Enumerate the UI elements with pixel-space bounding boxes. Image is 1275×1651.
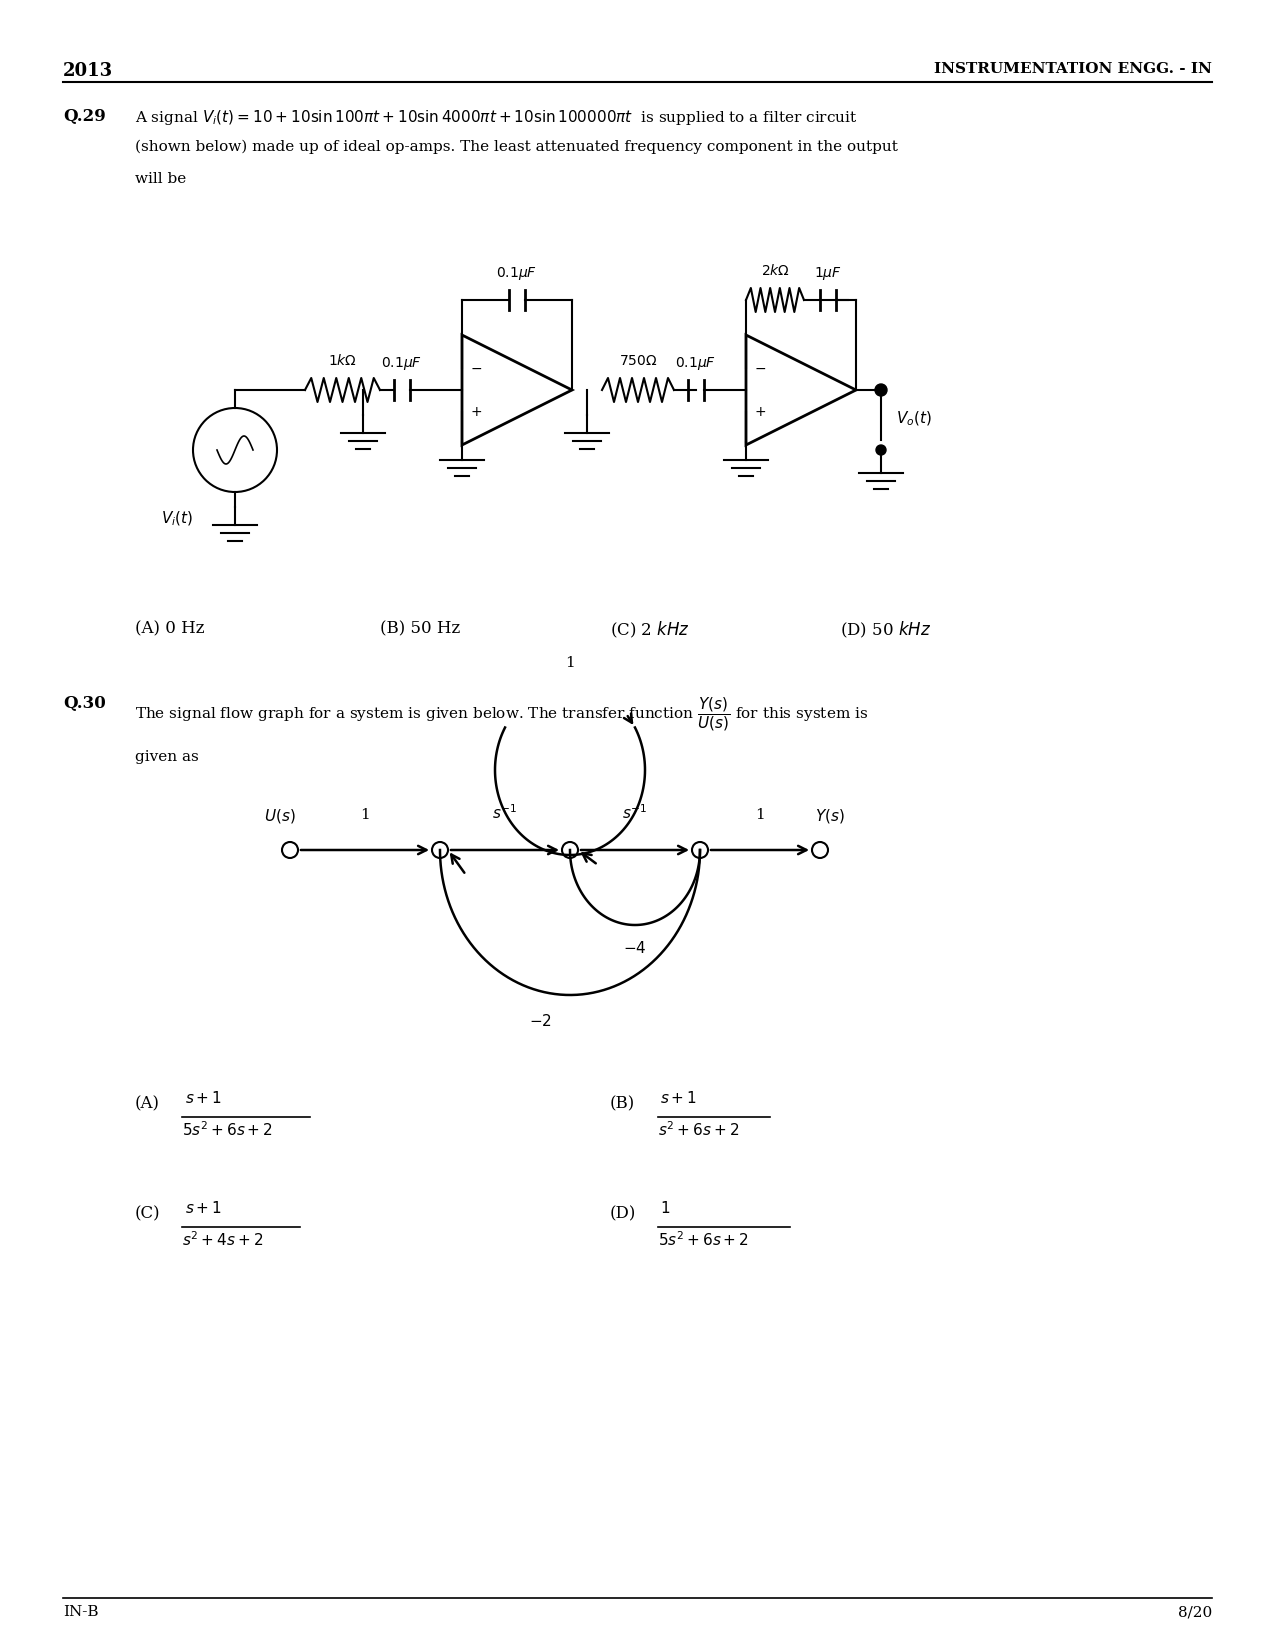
Text: 1: 1 <box>565 655 575 670</box>
Text: $5s^2+6s+2$: $5s^2+6s+2$ <box>658 1230 748 1248</box>
Text: $0.1\mu F$: $0.1\mu F$ <box>496 266 538 282</box>
Text: $1$: $1$ <box>660 1200 671 1217</box>
Text: (D) 50 $kHz$: (D) 50 $kHz$ <box>840 621 931 641</box>
Text: 2013: 2013 <box>62 63 113 79</box>
Text: (C): (C) <box>135 1205 161 1222</box>
Text: $s^2+6s+2$: $s^2+6s+2$ <box>658 1119 739 1139</box>
Text: $+$: $+$ <box>754 404 766 419</box>
Text: (D): (D) <box>609 1205 636 1222</box>
Text: $-$: $-$ <box>754 362 766 375</box>
Text: A signal $V_i(t) = 10 + 10\sin 100\pi t + 10\sin 4000\pi t + 10\sin 100000\pi t$: A signal $V_i(t) = 10 + 10\sin 100\pi t … <box>135 107 857 127</box>
Text: $V_i(t)$: $V_i(t)$ <box>161 510 193 528</box>
Text: $s+1$: $s+1$ <box>660 1090 697 1106</box>
Text: $0.1\mu F$: $0.1\mu F$ <box>676 355 717 371</box>
Text: (B) 50 Hz: (B) 50 Hz <box>380 621 460 637</box>
Text: 8/20: 8/20 <box>1178 1605 1213 1620</box>
Text: (A) 0 Hz: (A) 0 Hz <box>135 621 204 637</box>
Text: $-2$: $-2$ <box>529 1014 552 1029</box>
Text: given as: given as <box>135 750 199 764</box>
Circle shape <box>692 842 708 859</box>
Text: $1k\Omega$: $1k\Omega$ <box>328 353 357 368</box>
Circle shape <box>876 446 886 456</box>
Text: $s^{-1}$: $s^{-1}$ <box>492 804 518 822</box>
Circle shape <box>875 385 887 396</box>
Text: $V_o(t)$: $V_o(t)$ <box>896 409 932 428</box>
Text: 1: 1 <box>360 807 370 822</box>
Text: Q.29: Q.29 <box>62 107 106 125</box>
Text: $s+1$: $s+1$ <box>185 1090 222 1106</box>
Text: $+$: $+$ <box>470 404 482 419</box>
Text: (shown below) made up of ideal op-amps. The least attenuated frequency component: (shown below) made up of ideal op-amps. … <box>135 140 898 155</box>
Text: $U(s)$: $U(s)$ <box>264 807 296 826</box>
Text: $s^2+4s+2$: $s^2+4s+2$ <box>182 1230 263 1248</box>
Text: $-$: $-$ <box>470 362 482 375</box>
Text: $2k\Omega$: $2k\Omega$ <box>760 263 789 277</box>
Text: (A): (A) <box>135 1095 159 1113</box>
Circle shape <box>562 842 578 859</box>
Circle shape <box>282 842 298 859</box>
Text: (B): (B) <box>609 1095 635 1113</box>
Text: $5s^2+6s+2$: $5s^2+6s+2$ <box>182 1119 273 1139</box>
Circle shape <box>432 842 448 859</box>
Text: $Y(s)$: $Y(s)$ <box>815 807 845 826</box>
Text: IN-B: IN-B <box>62 1605 98 1620</box>
Text: INSTRUMENTATION ENGG. - IN: INSTRUMENTATION ENGG. - IN <box>935 63 1213 76</box>
Text: will be: will be <box>135 172 186 187</box>
Text: 1: 1 <box>755 807 765 822</box>
Text: $1\mu F$: $1\mu F$ <box>815 266 842 282</box>
Text: $0.1\mu F$: $0.1\mu F$ <box>381 355 422 371</box>
Circle shape <box>812 842 827 859</box>
Text: (C) 2 $kHz$: (C) 2 $kHz$ <box>609 621 690 641</box>
Text: $s^{-1}$: $s^{-1}$ <box>622 804 648 822</box>
Text: Q.30: Q.30 <box>62 695 106 712</box>
Text: $s+1$: $s+1$ <box>185 1200 222 1217</box>
Text: $-4$: $-4$ <box>623 939 646 956</box>
Text: The signal flow graph for a system is given below. The transfer function $\dfrac: The signal flow graph for a system is gi… <box>135 695 868 733</box>
Text: $750\Omega$: $750\Omega$ <box>618 353 658 368</box>
